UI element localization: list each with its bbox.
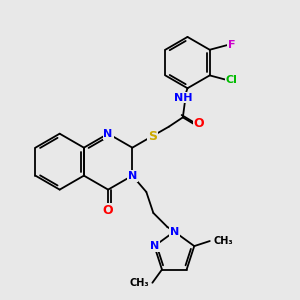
Text: O: O (103, 204, 113, 217)
Text: N: N (150, 241, 159, 251)
Text: N: N (103, 129, 113, 139)
Text: NH: NH (174, 92, 192, 103)
Text: O: O (194, 117, 205, 130)
Text: F: F (228, 40, 236, 50)
Text: CH₃: CH₃ (129, 278, 149, 288)
Text: Cl: Cl (226, 75, 238, 85)
Text: CH₃: CH₃ (213, 236, 233, 246)
Text: S: S (148, 130, 157, 142)
Text: N: N (170, 226, 179, 237)
Text: N: N (128, 171, 137, 181)
